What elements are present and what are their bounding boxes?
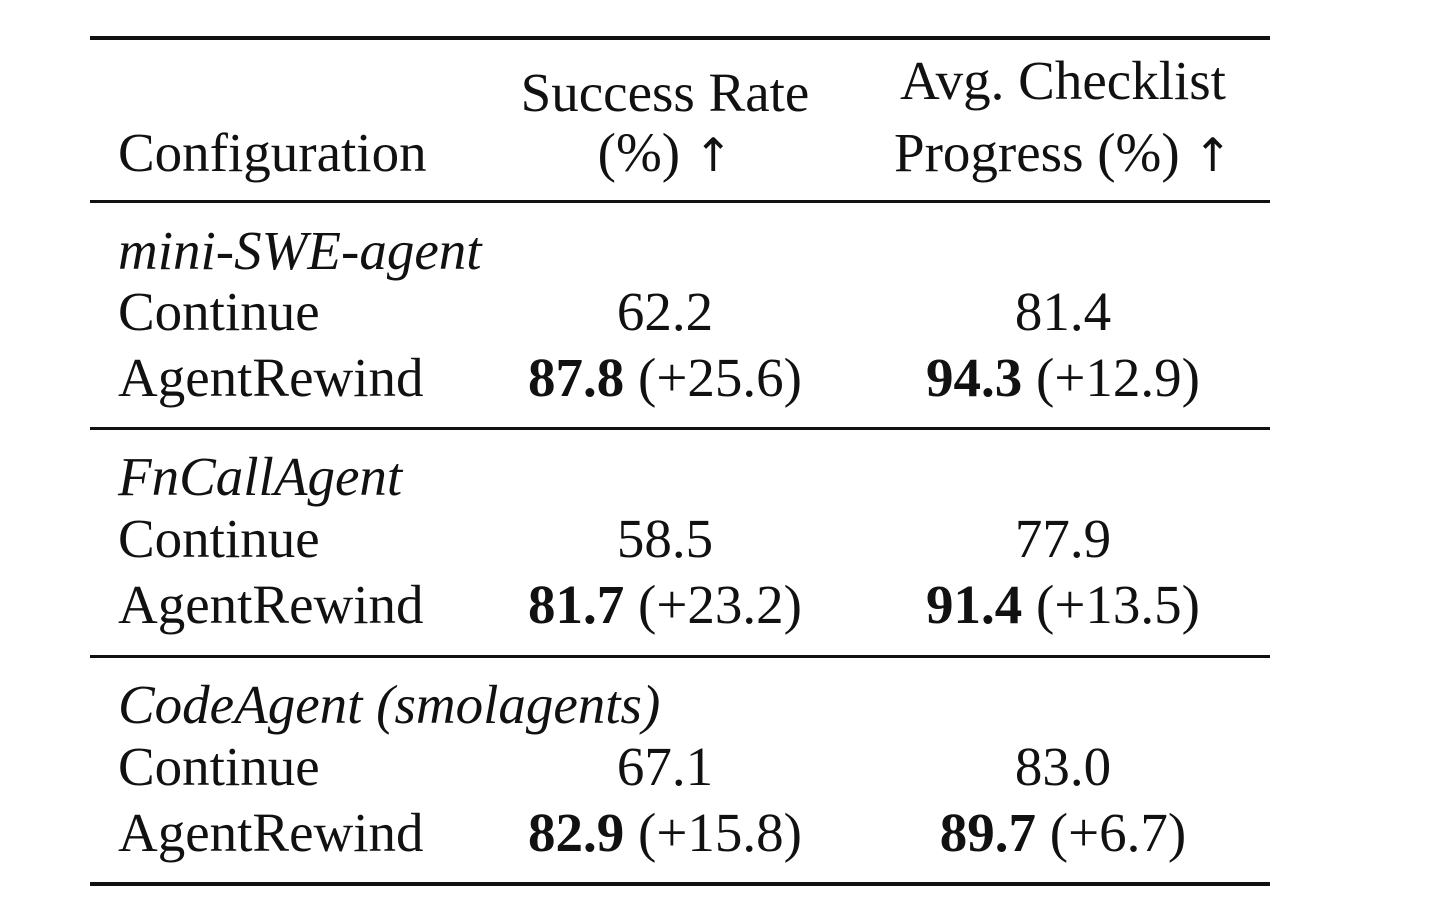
header-checklist-line2: Progress (%) ↑ (878, 122, 1248, 186)
success-value: 81.7 (528, 574, 625, 635)
row-config: Continue (118, 736, 320, 797)
header-success-rate-line1: Success Rate (520, 62, 810, 123)
header-checklist-line1: Avg. Checklist (900, 50, 1226, 111)
checklist-delta: (+13.5) (1036, 574, 1200, 635)
bottom-rule (90, 882, 1270, 886)
row-config: Continue (118, 508, 320, 569)
success-value: 82.9 (528, 802, 625, 863)
row-config: AgentRewind (118, 347, 424, 408)
row-config: AgentRewind (118, 574, 424, 635)
row-checklist-progress: 83.0 (1014, 736, 1112, 797)
group-title: FnCallAgent (118, 446, 403, 507)
checklist-value: 94.3 (926, 347, 1023, 408)
row-checklist-progress: 91.4 (+13.5) (878, 574, 1248, 636)
row-checklist-progress: 94.3 (+12.9) (878, 347, 1248, 409)
row-success-rate: 82.9 (+15.8) (505, 802, 825, 864)
row-checklist-progress: 77.9 (1014, 508, 1112, 569)
header-success-rate-line2: (%) ↑ (505, 122, 825, 186)
header-success-rate-unit: (%) (597, 122, 681, 183)
row-success-rate: 58.5 (616, 508, 714, 569)
checklist-delta: (+6.7) (1049, 802, 1187, 863)
row-success-rate: 67.1 (616, 736, 714, 797)
header-configuration: Configuration (118, 122, 427, 183)
success-delta: (+25.6) (638, 347, 802, 408)
row-config: Continue (118, 281, 320, 342)
row-success-rate: 81.7 (+23.2) (505, 574, 825, 636)
row-success-rate: 87.8 (+25.6) (505, 347, 825, 409)
checklist-value: 91.4 (926, 574, 1023, 635)
row-success-rate: 62.2 (616, 281, 714, 342)
success-value: 87.8 (528, 347, 625, 408)
row-config: AgentRewind (118, 802, 424, 863)
header-checklist-unit: Progress (%) (894, 122, 1180, 183)
up-arrow-icon: ↑ (1193, 128, 1232, 182)
group-title: CodeAgent (smolagents) (118, 674, 661, 735)
row-checklist-progress: 89.7 (+6.7) (878, 802, 1248, 864)
group-rule (90, 427, 1270, 430)
checklist-delta: (+12.9) (1036, 347, 1200, 408)
up-arrow-icon: ↑ (693, 128, 733, 182)
success-delta: (+15.8) (638, 802, 802, 863)
top-rule (90, 36, 1270, 40)
group-title: mini-SWE-agent (118, 220, 482, 281)
row-checklist-progress: 81.4 (1014, 281, 1112, 342)
checklist-value: 89.7 (939, 802, 1037, 863)
success-delta: (+23.2) (638, 574, 802, 635)
group-rule (90, 655, 1270, 658)
header-rule (90, 200, 1270, 203)
